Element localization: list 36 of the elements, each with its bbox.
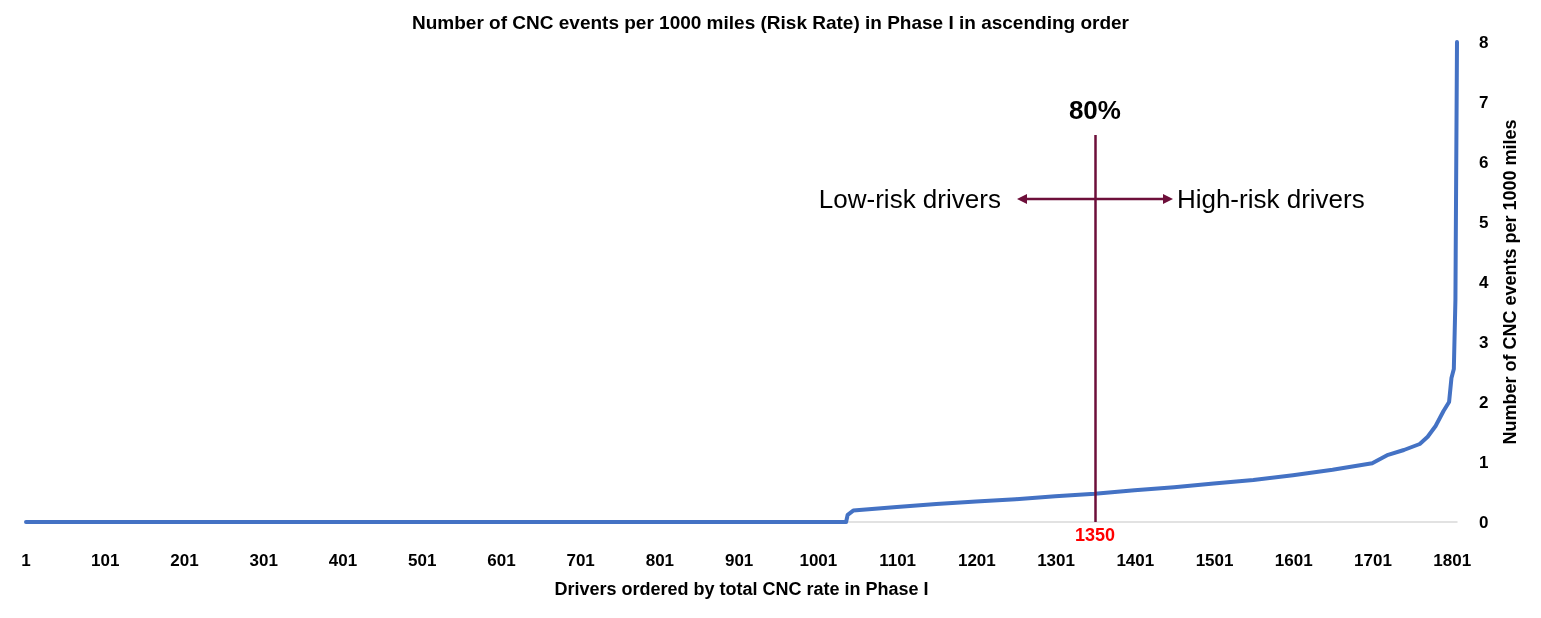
x-tick-label: 801 bbox=[645, 551, 675, 570]
x-tick-label: 301 bbox=[249, 551, 278, 570]
x-tick-label: 401 bbox=[328, 551, 358, 570]
annotation: High-risk drivers bbox=[1176, 184, 1365, 214]
y-tick-label: 1 bbox=[1479, 452, 1489, 472]
x-tick-label: 1401 bbox=[1116, 551, 1155, 570]
y-tick-label: 0 bbox=[1479, 512, 1489, 532]
y-tick-label: 2 bbox=[1479, 392, 1489, 412]
x-tick-label: 1501 bbox=[1195, 551, 1234, 570]
annotation: Low-risk drivers bbox=[818, 184, 1001, 214]
x-tick-label: 1201 bbox=[957, 551, 996, 570]
x-tick-label: 101 bbox=[91, 551, 120, 570]
x-tick-label: 701 bbox=[566, 551, 595, 570]
y-tick-label: 3 bbox=[1479, 332, 1489, 352]
chart-title: Number of CNC events per 1000 miles (Risk Rate) in Phase I in ascending order bbox=[412, 12, 1130, 33]
x-tick-label: 1801 bbox=[1433, 551, 1472, 570]
x-tick-label: 901 bbox=[724, 551, 754, 570]
x-tick-label: 501 bbox=[407, 551, 437, 570]
y-tick-label: 4 bbox=[1479, 272, 1489, 292]
y-tick-label: 7 bbox=[1479, 92, 1489, 112]
y-tick-label: 5 bbox=[1479, 212, 1489, 232]
x-axis-title: Drivers ordered by total CNC rate in Phase I bbox=[554, 579, 929, 599]
y-tick-label: 8 bbox=[1479, 32, 1489, 52]
x-tick-label: 1101 bbox=[879, 551, 917, 570]
x-tick-label: 1001 bbox=[799, 551, 838, 570]
y-tick-label: 6 bbox=[1479, 152, 1489, 172]
line-series bbox=[24, 40, 1459, 524]
x-tick-label: 1601 bbox=[1274, 551, 1313, 570]
x-tick-label: 201 bbox=[170, 551, 199, 570]
x-tick-label: 601 bbox=[487, 551, 516, 570]
annotation: 80% bbox=[1068, 95, 1121, 125]
ref-line-label: 1350 bbox=[1074, 525, 1115, 545]
x-tick-label: 1 bbox=[21, 551, 31, 570]
y-axis-title: Number of CNC events per 1000 miles bbox=[1500, 119, 1520, 445]
x-tick-label: 1701 bbox=[1354, 551, 1392, 570]
x-tick-label: 1301 bbox=[1037, 551, 1075, 570]
